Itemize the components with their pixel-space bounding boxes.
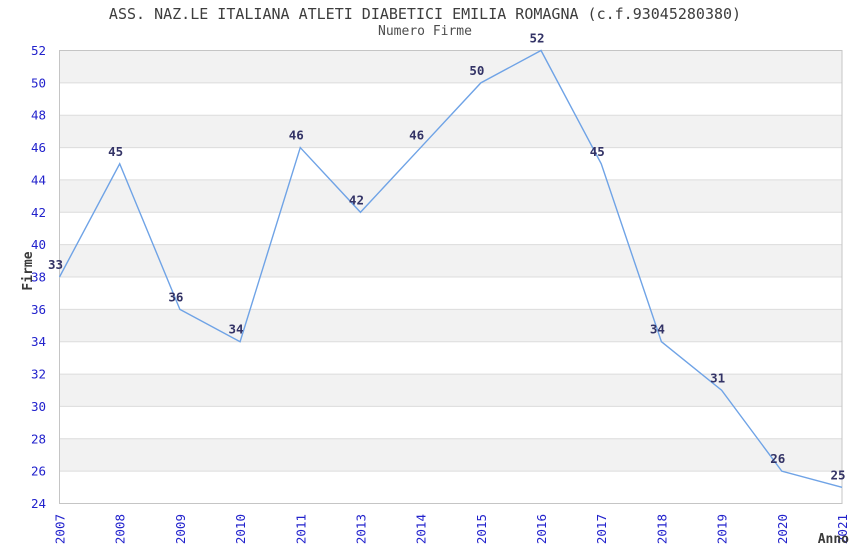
point-label: 50 xyxy=(469,63,484,78)
point-label: 46 xyxy=(289,128,304,143)
grid-stripe xyxy=(59,438,842,472)
x-tick-label: 2008 xyxy=(113,514,128,544)
point-label: 46 xyxy=(409,128,424,143)
grid-stripe xyxy=(59,244,842,277)
grid-stripe xyxy=(59,212,842,245)
y-tick-label: 40 xyxy=(31,237,46,252)
grid-stripe xyxy=(59,374,842,407)
x-tick-label: 2018 xyxy=(654,514,669,544)
y-tick-label: 52 xyxy=(31,43,46,58)
grid-stripe xyxy=(59,115,842,148)
y-tick-label: 28 xyxy=(31,431,46,446)
point-label: 45 xyxy=(590,144,605,159)
x-tick-label: 2007 xyxy=(53,514,68,544)
point-label: 33 xyxy=(48,257,63,272)
x-tick-label: 2016 xyxy=(534,514,549,544)
chart-title: ASS. NAZ.LE ITALIANA ATLETI DIABETICI EM… xyxy=(108,5,742,23)
y-tick-label: 36 xyxy=(31,302,46,317)
x-tick-label: 2015 xyxy=(474,514,489,544)
point-label: 42 xyxy=(349,192,364,207)
y-tick-label: 44 xyxy=(31,172,46,187)
point-label: 45 xyxy=(108,144,123,159)
grid-stripe xyxy=(59,179,842,213)
point-label: 34 xyxy=(229,322,244,337)
point-labels: 33 45 36 34 46 42 46 50 52 45 34 31 26 25 xyxy=(48,31,846,483)
grid-stripe xyxy=(59,471,842,504)
plot-stripes xyxy=(59,50,842,504)
y-tick-label: 50 xyxy=(31,75,46,90)
grid-stripe xyxy=(59,82,842,116)
y-tick-label: 38 xyxy=(31,270,46,285)
grid-stripe xyxy=(59,341,842,375)
y-axis-tick-labels: 24 26 28 30 32 34 36 38 40 42 44 46 48 50 52 xyxy=(31,43,46,511)
y-tick-label: 46 xyxy=(31,140,46,155)
x-tick-label: 2017 xyxy=(594,514,609,544)
grid-stripe xyxy=(59,406,842,439)
x-tick-label: 2014 xyxy=(414,514,429,544)
x-tick-label: 2021 xyxy=(835,514,850,544)
y-tick-label: 42 xyxy=(31,205,46,220)
point-label: 26 xyxy=(770,451,785,466)
point-label: 52 xyxy=(530,31,545,46)
point-label: 34 xyxy=(650,322,665,337)
point-label: 25 xyxy=(830,467,845,482)
chart-subtitle: Numero Firme xyxy=(378,24,472,39)
y-tick-label: 24 xyxy=(31,496,46,511)
series-line xyxy=(58,49,843,488)
x-tick-label: 2009 xyxy=(173,514,188,544)
x-axis-label: Anno xyxy=(818,532,849,547)
x-tick-label: 2010 xyxy=(233,514,248,544)
y-tick-label: 26 xyxy=(31,464,46,479)
grid-stripe xyxy=(59,50,842,83)
x-tick-label: 2019 xyxy=(715,514,730,544)
y-tick-label: 32 xyxy=(31,367,46,382)
y-axis-label: Firme xyxy=(21,251,36,290)
x-tick-label: 2011 xyxy=(293,514,308,544)
grid-stripe xyxy=(59,147,842,180)
y-tick-label: 34 xyxy=(31,334,46,349)
grid-stripe xyxy=(59,277,842,310)
point-label: 36 xyxy=(168,289,183,304)
x-tick-label: 2013 xyxy=(353,514,368,544)
y-tick-label: 48 xyxy=(31,108,46,123)
point-label: 31 xyxy=(710,370,725,385)
x-axis-tick-labels: 2007 2008 2009 2010 2011 2013 2014 2015 2016 2017… xyxy=(53,514,850,544)
grid-stripe xyxy=(59,309,842,342)
x-tick-label: 2020 xyxy=(775,514,790,544)
y-tick-label: 30 xyxy=(31,399,46,414)
